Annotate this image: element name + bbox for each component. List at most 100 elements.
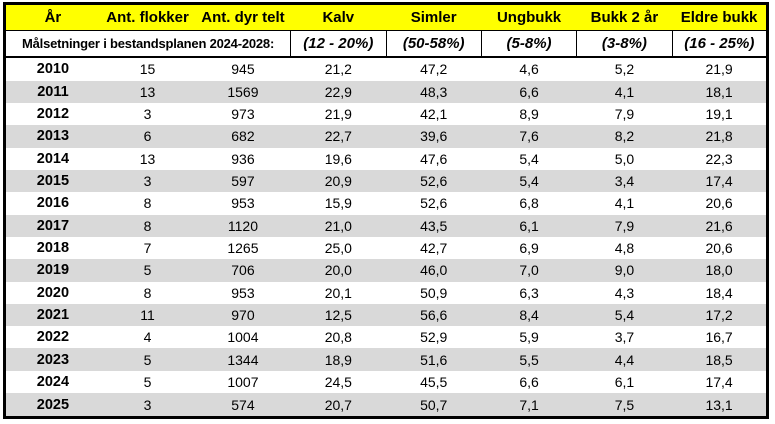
column-header-7: Eldre bukk <box>672 3 768 31</box>
year-cell: 2013 <box>4 125 100 148</box>
year-cell: 2014 <box>4 147 100 170</box>
table-row-2025: 2025 3 574 20,7 50,7 7,1 7,5 13,1 <box>4 393 768 418</box>
table-row-2021: 2021 11 970 12,5 56,6 8,4 5,4 17,2 <box>4 303 768 327</box>
value-cell: 970 <box>195 303 291 327</box>
value-cell: 46,0 <box>386 259 482 282</box>
value-cell: 8 <box>99 192 196 215</box>
value-cell: 20,0 <box>290 259 386 282</box>
table-row-2018: 2018 7 1265 25,0 42,7 6,9 4,8 20,6 <box>4 236 768 260</box>
value-cell: 20,9 <box>290 169 386 193</box>
value-cell: 973 <box>195 103 291 126</box>
year-cell: 2011 <box>4 80 100 104</box>
value-cell: 1265 <box>195 236 291 260</box>
value-cell: 574 <box>195 393 291 418</box>
value-cell: 9,0 <box>576 259 673 282</box>
value-cell: 12,5 <box>290 303 386 327</box>
year-cell: 2023 <box>4 348 100 371</box>
year-cell: 2012 <box>4 103 100 126</box>
value-cell: 20,1 <box>290 281 386 304</box>
value-cell: 21,6 <box>672 214 768 237</box>
goal-value-0: (12 - 20%) <box>290 30 386 58</box>
year-cell: 2022 <box>4 326 100 349</box>
value-cell: 13 <box>99 80 196 104</box>
year-cell: 2020 <box>4 281 100 304</box>
value-cell: 1120 <box>195 214 291 237</box>
value-cell: 21,8 <box>672 125 768 148</box>
table-row-2022: 2022 4 1004 20,8 52,9 5,9 3,7 16,7 <box>4 326 768 349</box>
value-cell: 52,6 <box>386 169 482 193</box>
value-cell: 5,4 <box>481 147 577 170</box>
value-cell: 5 <box>99 370 196 394</box>
value-cell: 597 <box>195 169 291 193</box>
value-cell: 18,0 <box>672 259 768 282</box>
value-cell: 953 <box>195 192 291 215</box>
value-cell: 43,5 <box>386 214 482 237</box>
value-cell: 4,3 <box>576 281 673 304</box>
table-row-2014: 2014 13 936 19,6 47,6 5,4 5,0 22,3 <box>4 147 768 170</box>
value-cell: 682 <box>195 125 291 148</box>
value-cell: 7,1 <box>481 393 577 418</box>
value-cell: 25,0 <box>290 236 386 260</box>
value-cell: 8 <box>99 281 196 304</box>
column-header-1: Ant. flokker <box>99 3 196 31</box>
value-cell: 20,6 <box>672 192 768 215</box>
population-table-sheet: År Ant. flokker Ant. dyr telt Kalv Simler Ung… <box>3 2 769 419</box>
table-row-2017: 2017 8 1120 21,0 43,5 6,1 7,9 21,6 <box>4 214 768 237</box>
value-cell: 50,7 <box>386 393 482 418</box>
value-cell: 20,7 <box>290 393 386 418</box>
value-cell: 13 <box>99 147 196 170</box>
value-cell: 52,6 <box>386 192 482 215</box>
value-cell: 17,2 <box>672 303 768 327</box>
value-cell: 22,7 <box>290 125 386 148</box>
population-table: År Ant. flokker Ant. dyr telt Kalv Simler Ung… <box>3 2 769 419</box>
value-cell: 13,1 <box>672 393 768 418</box>
value-cell: 3 <box>99 393 196 418</box>
value-cell: 5,0 <box>576 147 673 170</box>
value-cell: 52,9 <box>386 326 482 349</box>
value-cell: 4,6 <box>481 57 577 81</box>
year-cell: 2016 <box>4 192 100 215</box>
year-cell: 2024 <box>4 370 100 394</box>
value-cell: 42,1 <box>386 103 482 126</box>
table-row-2015: 2015 3 597 20,9 52,6 5,4 3,4 17,4 <box>4 169 768 193</box>
goal-value-4: (16 - 25%) <box>671 30 768 58</box>
value-cell: 42,7 <box>386 236 482 260</box>
goal-value-1: (50-58%) <box>385 30 482 58</box>
value-cell: 6 <box>99 125 196 148</box>
value-cell: 16,7 <box>672 326 768 349</box>
value-cell: 953 <box>195 281 291 304</box>
value-cell: 3 <box>99 103 196 126</box>
header-row: År Ant. flokker Ant. dyr telt Kalv Simler Ung… <box>4 3 768 31</box>
table-row-2011: 2011 13 1569 22,9 48,3 6,6 4,1 18,1 <box>4 80 768 104</box>
value-cell: 22,9 <box>290 80 386 104</box>
value-cell: 7,6 <box>481 125 577 148</box>
table-row-2016: 2016 8 953 15,9 52,6 6,8 4,1 20,6 <box>4 192 768 215</box>
value-cell: 4 <box>99 326 196 349</box>
value-cell: 21,0 <box>290 214 386 237</box>
value-cell: 47,6 <box>386 147 482 170</box>
value-cell: 21,2 <box>290 57 386 81</box>
table-row-2019: 2019 5 706 20,0 46,0 7,0 9,0 18,0 <box>4 259 768 282</box>
column-header-4: Simler <box>386 3 482 31</box>
value-cell: 6,3 <box>481 281 577 304</box>
value-cell: 21,9 <box>672 57 768 81</box>
value-cell: 20,6 <box>672 236 768 260</box>
table-row-2023: 2023 5 1344 18,9 51,6 5,5 4,4 18,5 <box>4 348 768 371</box>
value-cell: 48,3 <box>386 80 482 104</box>
table-row-2020: 2020 8 953 20,1 50,9 6,3 4,3 18,4 <box>4 281 768 304</box>
year-cell: 2025 <box>4 393 100 418</box>
table-row-2010: 2010 15 945 21,2 47,2 4,6 5,2 21,9 <box>4 57 768 81</box>
value-cell: 3 <box>99 169 196 193</box>
value-cell: 1004 <box>195 326 291 349</box>
value-cell: 1344 <box>195 348 291 371</box>
goal-value-2: (5-8%) <box>480 30 577 58</box>
column-header-5: Ungbukk <box>481 3 577 31</box>
value-cell: 15 <box>99 57 196 81</box>
value-cell: 6,9 <box>481 236 577 260</box>
table-row-2024: 2024 5 1007 24,5 45,5 6,6 6,1 17,4 <box>4 370 768 394</box>
value-cell: 15,9 <box>290 192 386 215</box>
value-cell: 5,4 <box>481 169 577 193</box>
value-cell: 18,4 <box>672 281 768 304</box>
value-cell: 5,5 <box>481 348 577 371</box>
value-cell: 8,9 <box>481 103 577 126</box>
